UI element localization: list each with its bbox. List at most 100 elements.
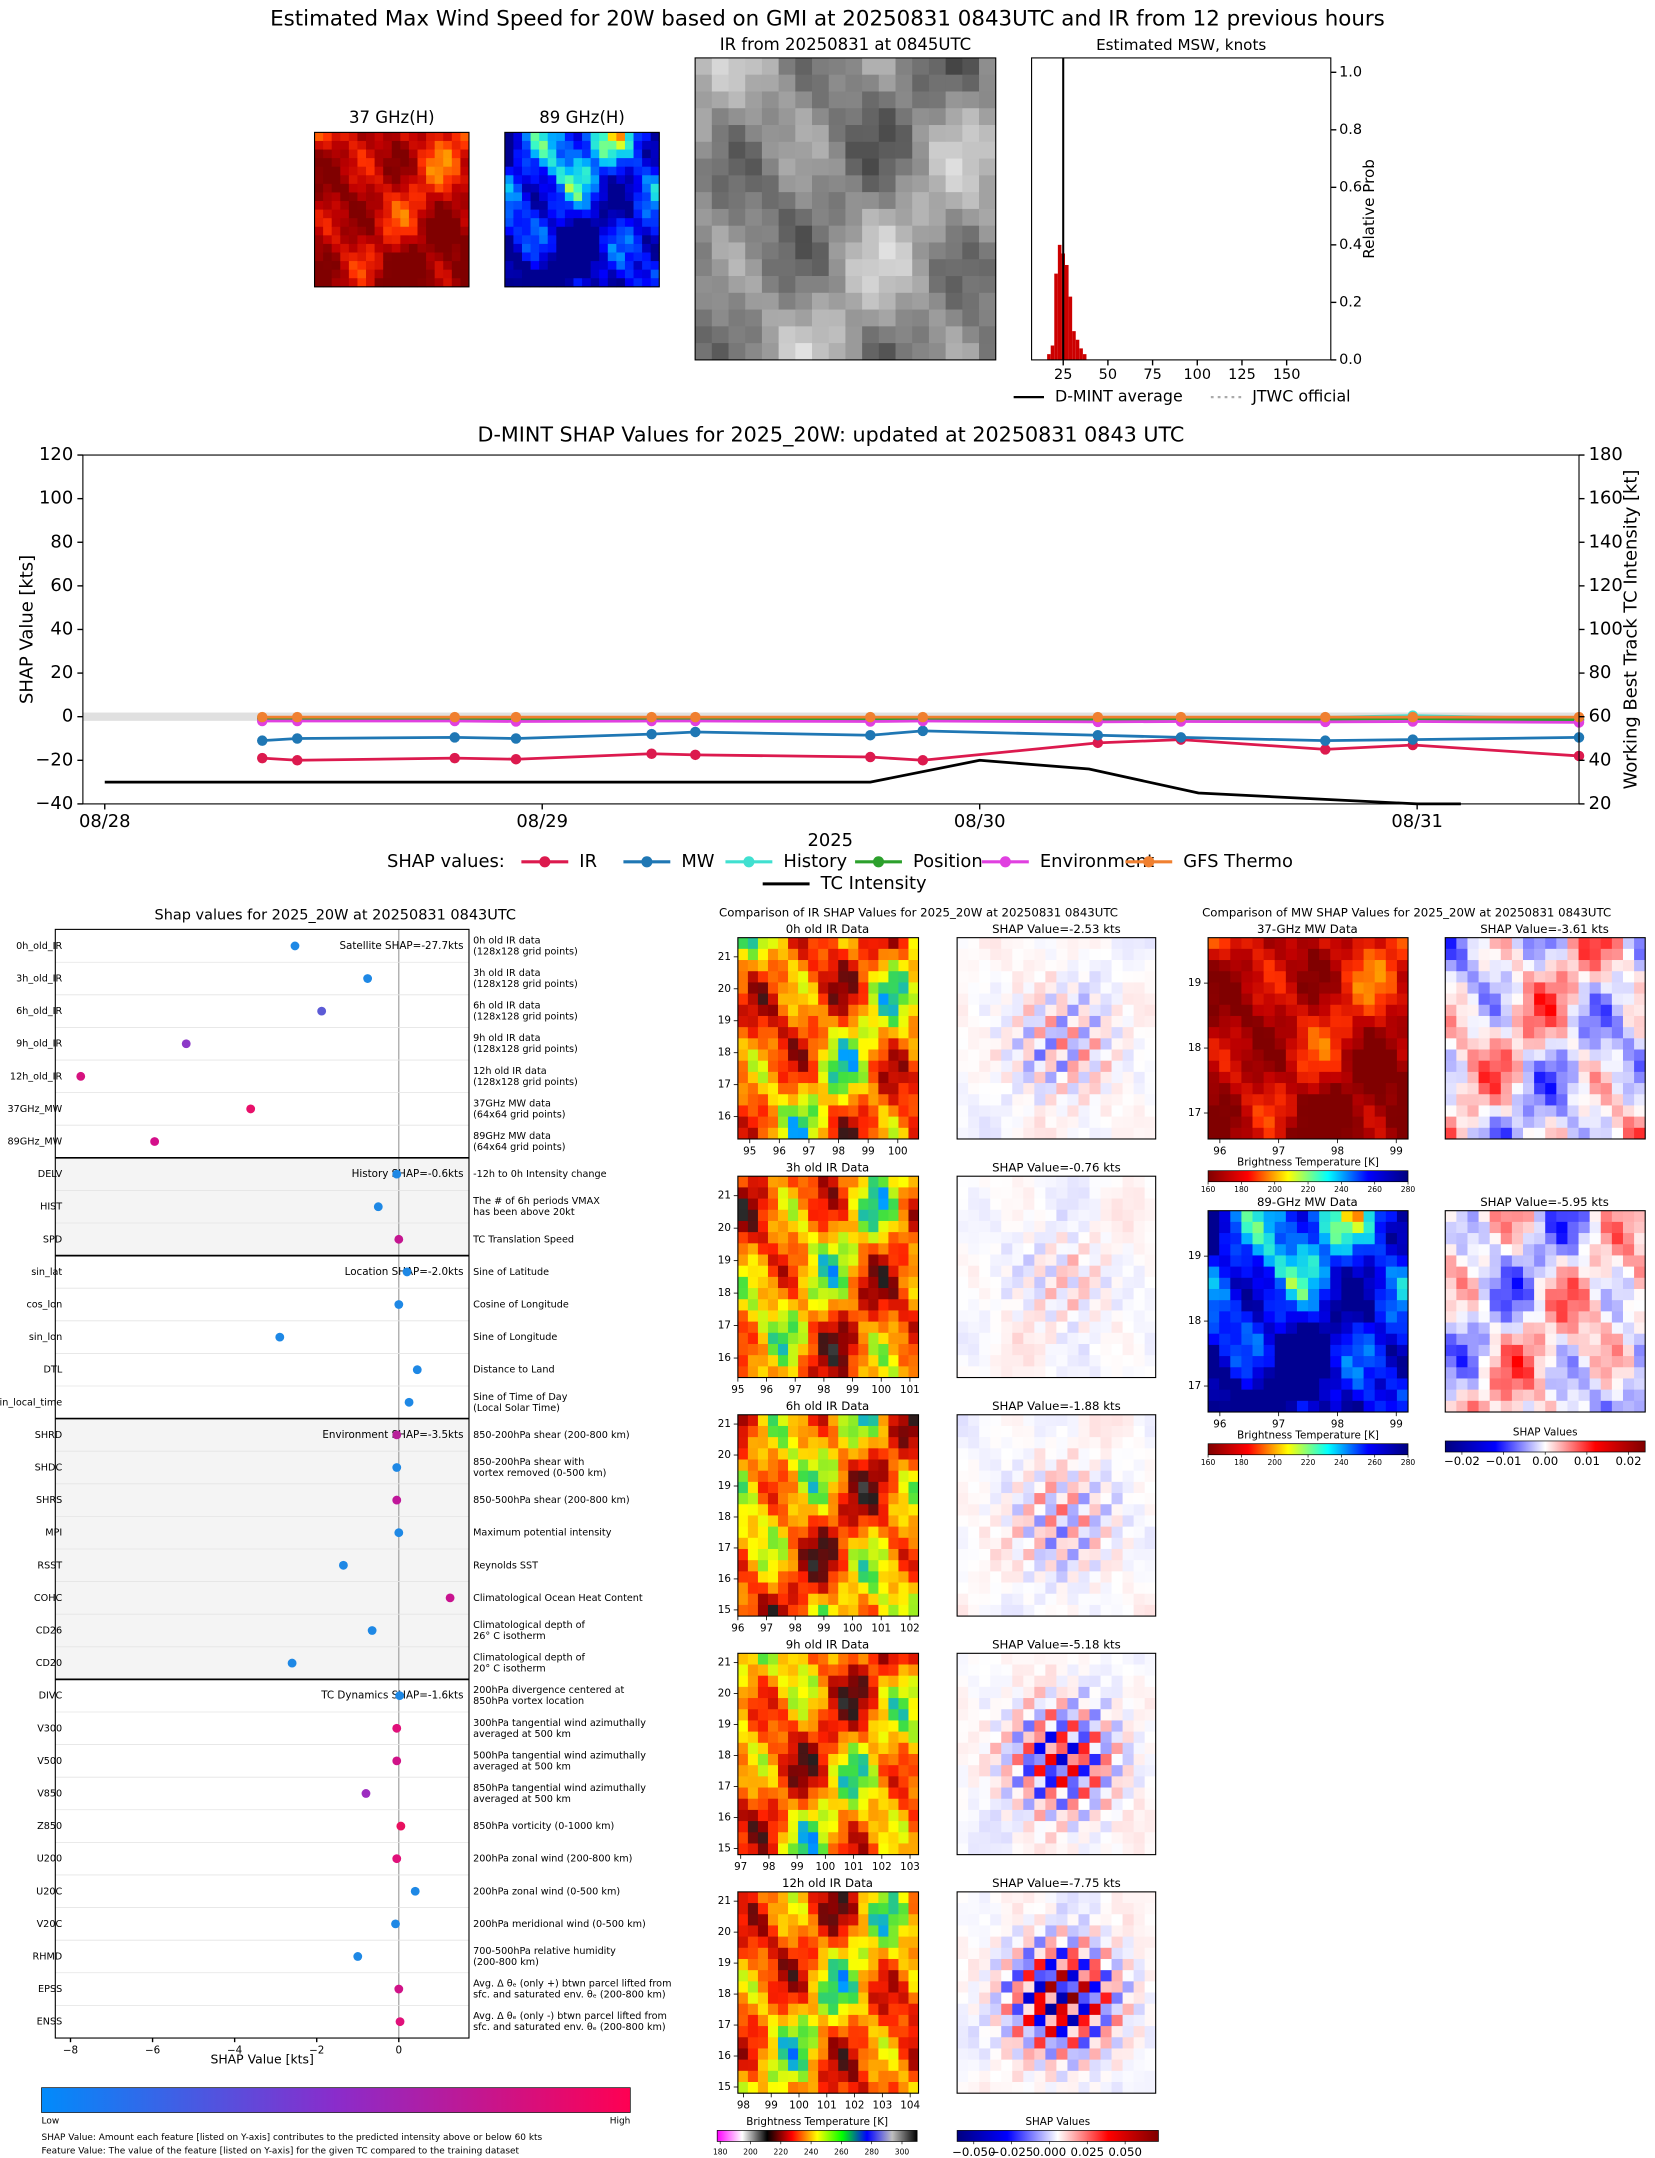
image-cell xyxy=(443,218,453,228)
image-cell xyxy=(1100,1925,1112,1938)
image-cell xyxy=(1089,1299,1101,1311)
image-cell xyxy=(590,149,600,159)
image-cell xyxy=(878,1664,889,1677)
image-cell xyxy=(979,1288,991,1300)
image-cell xyxy=(383,218,393,228)
x-tick-label: 95 xyxy=(743,1145,756,1157)
image-cell xyxy=(1045,1481,1057,1494)
image-cell xyxy=(990,1332,1002,1345)
image-cell xyxy=(1034,1198,1046,1211)
colorbar-title: Brightness Temperature [K] xyxy=(746,2116,888,2128)
y-tick-label: 80 xyxy=(50,531,73,552)
image-cell xyxy=(912,108,930,126)
image-cell xyxy=(747,1060,759,1073)
image-cell xyxy=(990,2082,1002,2094)
image-cell xyxy=(366,278,376,288)
feature-dot xyxy=(392,1756,402,1766)
image-cell xyxy=(1012,1653,1024,1665)
image-cell xyxy=(1122,1548,1135,1561)
image-cell xyxy=(607,149,617,159)
image-cell xyxy=(1045,2014,1057,2027)
image-cell xyxy=(848,1448,859,1460)
image-cell xyxy=(788,937,799,950)
image-cell xyxy=(990,1936,1002,1949)
image-cell xyxy=(1034,1448,1046,1460)
image-cell xyxy=(798,1675,809,1688)
image-cell xyxy=(1208,1083,1220,1095)
image-cell xyxy=(928,192,947,210)
image-cell xyxy=(898,1981,909,1993)
image-cell xyxy=(737,1914,749,1926)
image-cell xyxy=(848,1060,859,1073)
image-cell xyxy=(695,57,713,76)
image-cell xyxy=(858,948,869,961)
image-cell xyxy=(737,1958,749,1971)
image-cell xyxy=(979,276,997,294)
image-cell xyxy=(990,2003,1002,2016)
image-cell xyxy=(747,971,759,983)
image-cell xyxy=(990,1709,1002,1721)
image-cell xyxy=(1144,960,1157,972)
image-cell xyxy=(650,226,660,236)
image-cell xyxy=(812,259,830,277)
image-cell xyxy=(818,1355,829,1367)
image-cell xyxy=(1045,1821,1057,1833)
image-cell xyxy=(808,1958,819,1971)
image-cell xyxy=(868,1254,879,1267)
image-cell xyxy=(1089,1038,1101,1050)
image-cell xyxy=(828,1891,839,1904)
image-cell xyxy=(957,1903,969,1915)
image-cell xyxy=(908,1254,919,1267)
image-cell xyxy=(808,1981,819,1993)
image-cell xyxy=(945,259,963,277)
image-cell xyxy=(778,1709,789,1721)
image-cell xyxy=(642,243,652,253)
image-frame xyxy=(694,57,997,361)
image-cell xyxy=(530,235,540,245)
image-cell xyxy=(1067,2037,1079,2049)
feature-label: COHC xyxy=(34,1593,63,1604)
image-cell xyxy=(530,132,540,142)
feature-label: SHRS xyxy=(36,1495,62,1506)
image-cell xyxy=(366,226,376,236)
image-cell xyxy=(1100,1209,1112,1222)
image-cell xyxy=(957,1504,969,1516)
image-cell xyxy=(1111,1254,1124,1267)
image-cell xyxy=(878,108,896,126)
image-cell xyxy=(443,175,453,185)
image-cell xyxy=(1034,1343,1046,1356)
image-cell xyxy=(788,1209,799,1222)
image-cell xyxy=(1133,1958,1146,1971)
image-cell xyxy=(1012,1470,1024,1483)
image-cell xyxy=(695,141,713,159)
image-cell xyxy=(1308,1038,1320,1050)
image-cell xyxy=(968,1571,980,1583)
image-cell xyxy=(314,226,324,236)
image-frame xyxy=(737,1414,920,1617)
image-cell xyxy=(957,1821,969,1833)
image-cell xyxy=(757,1582,769,1595)
image-cell xyxy=(417,158,427,168)
image-cell xyxy=(878,1232,889,1244)
image-cell xyxy=(818,1414,829,1427)
image-cell xyxy=(1023,1582,1035,1595)
image-cell xyxy=(788,1425,799,1438)
image-cell xyxy=(590,226,600,236)
image-cell xyxy=(1056,1060,1068,1073)
image-cell xyxy=(828,993,839,1006)
image-cell xyxy=(383,149,393,159)
image-cell xyxy=(1285,1027,1298,1039)
y-tick-label: 21 xyxy=(718,951,731,963)
image-cell xyxy=(767,1276,779,1289)
image-cell xyxy=(1133,1094,1146,1106)
image-cell xyxy=(979,1220,991,1233)
image-cell xyxy=(460,261,470,271)
image-cell xyxy=(957,2026,969,2038)
image-cell xyxy=(1144,993,1157,1006)
image-cell xyxy=(761,57,780,76)
image-cell xyxy=(1296,948,1309,961)
image-cell xyxy=(1078,971,1090,983)
image-cell xyxy=(878,1414,889,1427)
image-cell xyxy=(761,91,780,109)
image-cell xyxy=(858,1332,869,1345)
